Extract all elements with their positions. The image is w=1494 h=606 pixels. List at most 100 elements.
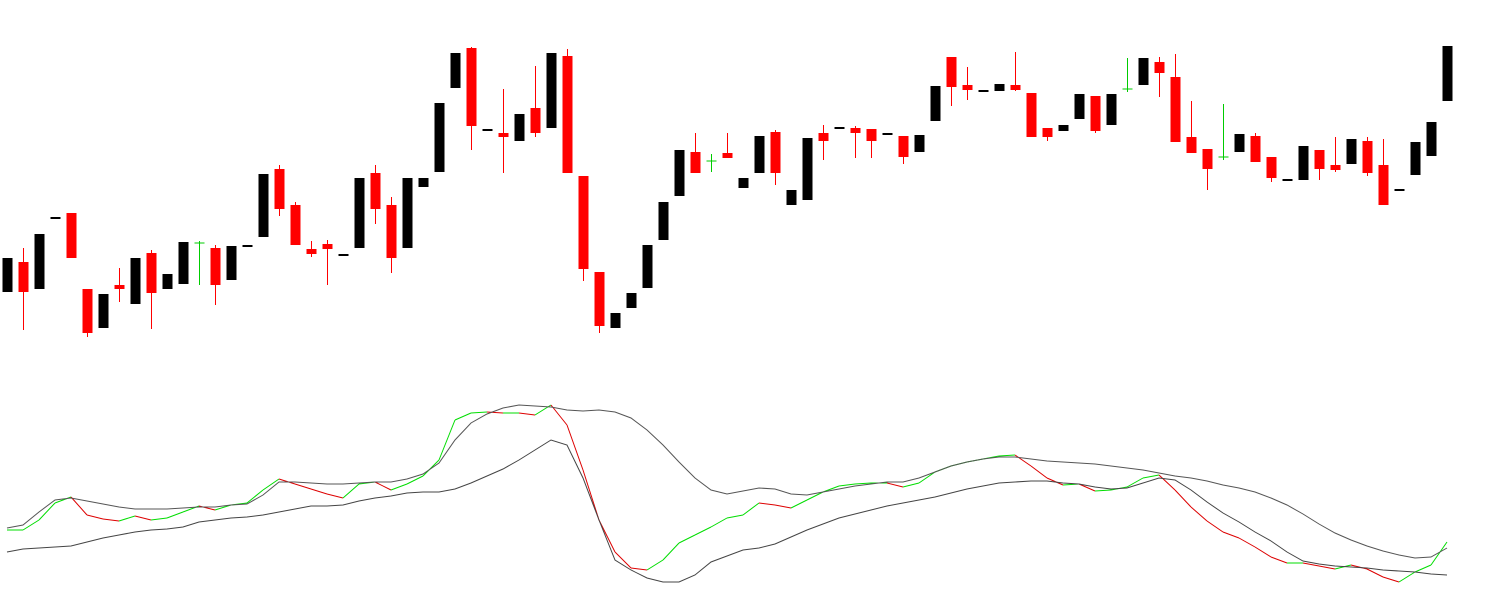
candle-body xyxy=(82,289,93,333)
candle-body xyxy=(1314,150,1325,169)
line-series xyxy=(6,404,1448,559)
candle-body xyxy=(818,133,829,141)
line-segment xyxy=(246,489,264,504)
line-segment xyxy=(1142,474,1160,479)
candle-body xyxy=(1266,157,1277,178)
candle-body xyxy=(578,176,589,269)
candle-body xyxy=(1026,93,1037,137)
candle-body xyxy=(290,205,301,245)
candle-body xyxy=(50,217,61,219)
candle-body xyxy=(882,133,893,135)
candle-body xyxy=(770,132,781,173)
line-segment xyxy=(550,404,568,426)
candle-body xyxy=(1426,122,1437,156)
line-segment xyxy=(1382,576,1400,583)
candle-body xyxy=(98,294,109,328)
line-segment xyxy=(374,481,392,491)
candle-body xyxy=(1282,179,1293,181)
candle-body xyxy=(402,178,413,248)
candle-body xyxy=(1138,58,1149,85)
candle-body xyxy=(1362,141,1373,173)
candle-body xyxy=(978,90,989,92)
candle-body xyxy=(1090,96,1101,131)
candle-body xyxy=(258,174,269,237)
candle-body xyxy=(370,173,381,209)
candle-body xyxy=(354,178,365,248)
candle-body xyxy=(530,108,541,133)
line-segment xyxy=(678,534,696,544)
line-segment xyxy=(902,482,920,488)
candle-body xyxy=(802,138,813,200)
line-segment xyxy=(566,424,584,471)
candle-body xyxy=(178,242,189,284)
candle-body xyxy=(594,272,605,326)
candle-body xyxy=(114,285,125,289)
line-segment xyxy=(1270,556,1288,564)
line-segment xyxy=(1222,531,1240,539)
line-segment xyxy=(262,478,280,491)
candle-body xyxy=(322,244,333,249)
line-segment xyxy=(1174,489,1192,508)
line-segment xyxy=(742,502,760,516)
candle-body xyxy=(1410,142,1421,175)
candle-body xyxy=(130,258,141,304)
candle-body xyxy=(34,234,45,289)
candle-body xyxy=(450,53,461,88)
candle-body xyxy=(754,136,765,173)
line-segment xyxy=(998,454,1016,457)
line-segment xyxy=(886,482,904,488)
candle-body xyxy=(18,262,29,292)
line-segment xyxy=(726,514,744,519)
candle-body xyxy=(962,85,973,90)
line-segment xyxy=(294,483,312,490)
candle-body xyxy=(738,178,749,188)
candle-body xyxy=(722,153,733,158)
candle-body xyxy=(338,254,349,256)
candle-body xyxy=(418,178,429,187)
line-segment xyxy=(710,517,728,528)
candle-body xyxy=(1298,146,1309,180)
line-segment xyxy=(454,412,472,421)
line-segment xyxy=(1414,564,1432,573)
line-segment xyxy=(438,419,456,461)
line-segment xyxy=(614,551,632,569)
line-segment xyxy=(70,496,88,516)
candle-body xyxy=(482,129,493,131)
candle-body xyxy=(674,150,685,196)
candle-body xyxy=(226,246,237,280)
line-segment xyxy=(854,482,872,485)
candle-body xyxy=(1170,77,1181,142)
line-segment xyxy=(646,559,664,571)
candle-body xyxy=(914,135,925,152)
candle-body xyxy=(1106,94,1117,125)
candle-body xyxy=(386,205,397,258)
line-segment xyxy=(1238,537,1256,548)
line-segment xyxy=(1030,465,1048,479)
line-segment xyxy=(662,542,680,561)
candle-body xyxy=(1154,62,1165,73)
line-segment xyxy=(406,475,424,485)
line-segment xyxy=(1078,483,1096,492)
candle-body xyxy=(306,249,317,254)
line-segment xyxy=(630,567,648,571)
candle-body xyxy=(850,128,861,133)
line-segment xyxy=(1254,546,1272,558)
candle-body xyxy=(1074,94,1085,119)
line-segment xyxy=(1206,520,1224,533)
candle-body xyxy=(1186,137,1197,153)
candle-body xyxy=(1202,149,1213,169)
line-segment xyxy=(134,515,152,521)
candle-body xyxy=(658,202,669,240)
candle-body xyxy=(146,253,157,293)
candle-body xyxy=(930,86,941,121)
line-segment xyxy=(310,488,328,495)
candle-body xyxy=(786,190,797,205)
line-segment xyxy=(470,411,488,414)
candle-body xyxy=(562,56,573,173)
line-segment xyxy=(838,483,856,487)
line-segment xyxy=(774,504,792,509)
line-segment xyxy=(1366,568,1384,578)
candle-body xyxy=(1058,125,1069,131)
candle-body xyxy=(2,258,13,292)
line-segment xyxy=(694,526,712,536)
